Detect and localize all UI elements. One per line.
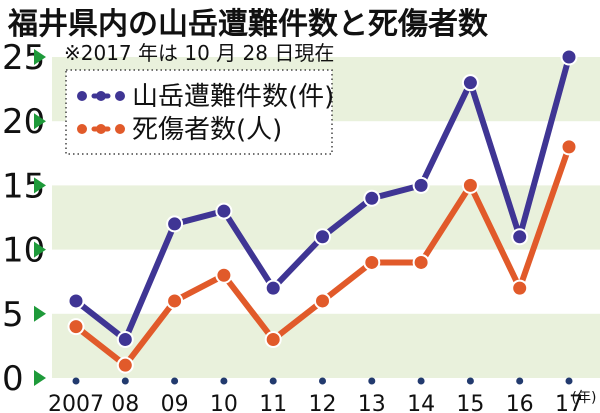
y-tick-label: 5: [2, 295, 24, 335]
x-tick-marker: [171, 377, 179, 385]
data-point: [116, 330, 134, 348]
x-tick-label: 08: [111, 392, 139, 413]
series-lines: [67, 48, 578, 374]
x-axis: 2007 08 09 10 11 12 13 14 15 16 17(年): [48, 377, 597, 413]
data-point: [215, 266, 233, 284]
x-tick-label: 14: [407, 392, 435, 413]
x-tick-label: 09: [161, 392, 189, 413]
x-tick-marker: [269, 377, 277, 385]
data-point: [264, 330, 282, 348]
x-axis-unit: (年): [572, 390, 597, 406]
y-tick-label: 0: [2, 359, 24, 399]
y-tick-arrow: [34, 177, 46, 194]
data-point: [560, 48, 578, 66]
data-point: [461, 74, 479, 92]
x-tick-label: 11: [259, 392, 287, 413]
data-point: [511, 279, 529, 297]
legend-swatch-dot: [96, 124, 106, 134]
chart-title: 福井県内の山岳遭難件数と死傷者数: [7, 7, 489, 42]
legend-box: [65, 69, 333, 155]
data-point: [363, 253, 381, 271]
y-tick-arrow: [34, 305, 46, 322]
data-point: [67, 292, 85, 310]
data-point: [412, 253, 430, 271]
data-point: [412, 176, 430, 194]
data-point: [511, 228, 529, 246]
x-tick-label: 17: [555, 392, 583, 413]
data-point: [67, 318, 85, 336]
legend-swatch-dot: [96, 91, 106, 101]
legend-swatch-dot: [115, 91, 125, 101]
x-tick-label: 10: [210, 392, 238, 413]
legend-swatch-dot: [115, 124, 125, 134]
data-point: [116, 356, 134, 374]
x-tick-marker: [220, 377, 228, 385]
data-point: [314, 292, 331, 310]
legend: 山岳遭難件数(件)死傷者数(人): [65, 69, 334, 155]
x-tick-marker: [72, 377, 80, 385]
legend-swatch-dot: [77, 91, 87, 101]
x-tick-label: 15: [456, 392, 484, 413]
data-point: [166, 215, 184, 233]
data-point: [560, 138, 578, 156]
y-tick-arrow: [34, 241, 46, 258]
x-tick-label: 12: [309, 392, 337, 413]
x-tick-marker: [368, 377, 376, 385]
x-tick-label: 2007: [48, 392, 104, 413]
x-tick-label: 16: [506, 392, 534, 413]
y-tick-arrow: [34, 49, 46, 65]
y-tick-arrow: [34, 113, 46, 130]
legend-label: 山岳遭難件数(件): [132, 82, 334, 112]
data-point: [264, 279, 282, 297]
data-point: [363, 189, 381, 207]
legend-swatch-dot: [77, 124, 87, 134]
x-tick-label: 13: [358, 392, 386, 413]
legend-label: 死傷者数(人): [132, 115, 282, 145]
x-tick-marker: [319, 377, 326, 385]
data-point: [215, 202, 233, 220]
x-tick-marker: [516, 377, 524, 385]
data-point: [314, 228, 331, 246]
x-tick-marker: [466, 377, 474, 385]
data-point: [166, 292, 184, 310]
data-point: [461, 176, 479, 194]
y-tick-arrow: [34, 370, 46, 386]
chart-note: ※2017 年は 10 月 28 日現在: [64, 41, 334, 65]
x-tick-marker: [417, 377, 425, 385]
x-tick-marker: [121, 377, 129, 385]
x-tick-marker: [565, 377, 573, 385]
